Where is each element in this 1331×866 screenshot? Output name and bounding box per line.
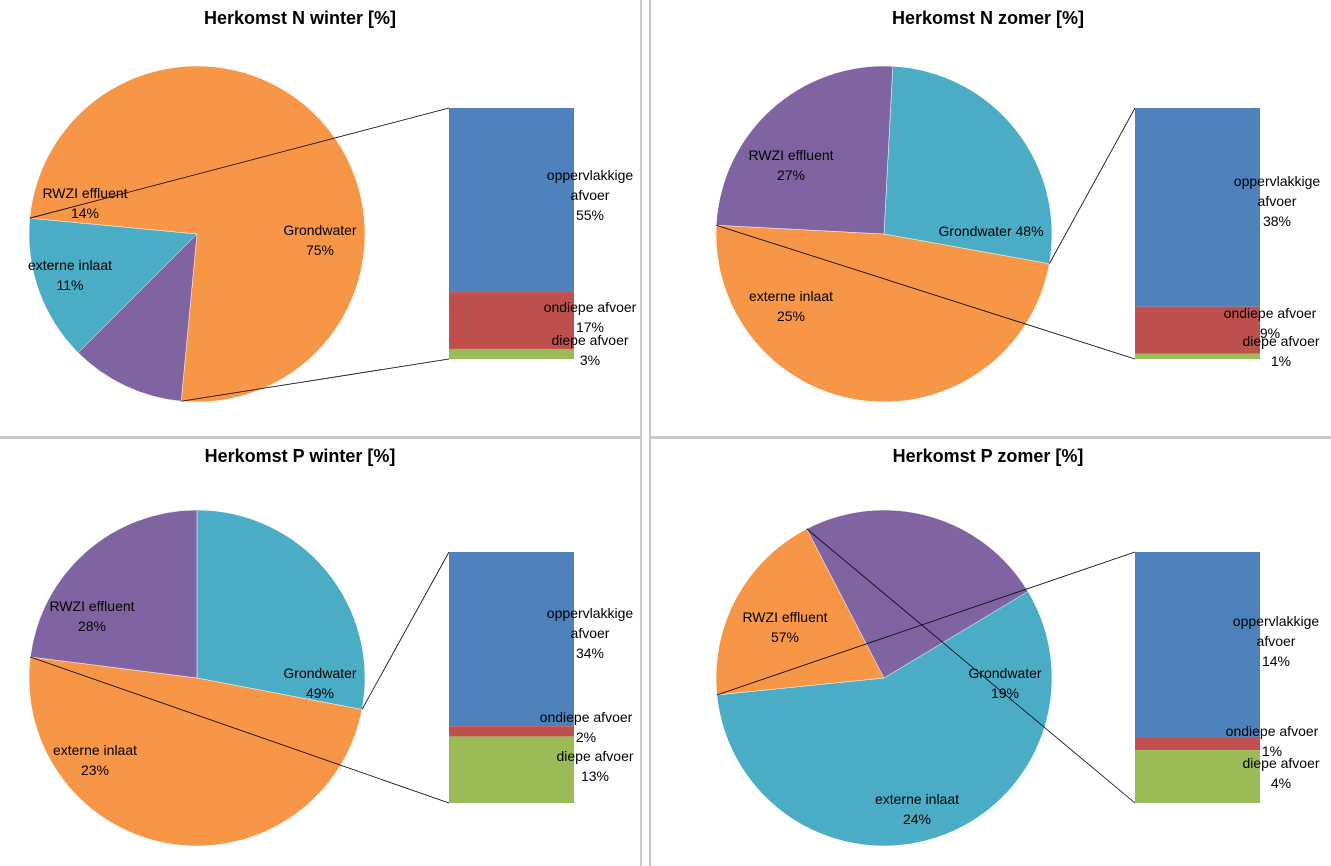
- pie-label-grondwater: Grondwater 49%: [283, 665, 356, 701]
- bar-label-diepe-afvoer: diepe afvoer 13%: [556, 748, 633, 784]
- pie-slice-rwzi-effluent: [196, 509, 366, 710]
- pie-slice-grondwater: [29, 65, 366, 403]
- bar-label-ondiepe-afvoer: ondiepe afvoer 9%: [1224, 305, 1317, 341]
- pie-slice-rwzi-effluent: [28, 217, 198, 354]
- pie-slice-grondwater: [715, 528, 885, 696]
- chart-title: Herkomst N winter [%]: [204, 8, 396, 28]
- bar-label-diepe-afvoer: diepe afvoer 4%: [1242, 755, 1319, 791]
- bar-segment-diepe-afvoer: [1135, 353, 1260, 359]
- bar-segment-oppervlakkige-afvoer: [449, 552, 574, 727]
- chart-svg: Herkomst N zomer [%] RWZI effluent 27% Gron…: [715, 8, 1321, 403]
- pie-label-rwzi-effluent: RWZI effluent 28%: [49, 598, 134, 634]
- pie-label-grondwater: Grondwater 48%: [938, 223, 1043, 239]
- horizontal-divider-right: [651, 436, 1331, 439]
- connector-line-top: [29, 107, 450, 219]
- connector-line-bottom: [806, 528, 1136, 804]
- pie-label-externe-inlaat: externe inlaat 25%: [749, 288, 833, 324]
- chart-svg: Herkomst P winter [%] RWZI effluent 28% Gro…: [28, 446, 634, 847]
- pie-slice-externe-inlaat: [77, 233, 198, 402]
- chart-title: Herkomst N zomer [%]: [892, 8, 1084, 28]
- bar-segment-oppervlakkige-afvoer: [1135, 552, 1260, 737]
- chart-panel-n-zomer: Herkomst N zomer [%] RWZI effluent 27% Gron…: [651, 0, 1331, 436]
- connector-line-top: [1048, 107, 1136, 264]
- bar-segment-diepe-afvoer: [449, 736, 574, 803]
- bar-segment-ondiepe-afvoer: [1135, 736, 1260, 751]
- bar-label-oppervlakkige-afvoer: oppervlakkige afvoer 55%: [547, 167, 634, 223]
- pie-label-grondwater: Grondwater 19%: [968, 665, 1041, 701]
- bar-label-oppervlakkige-afvoer: oppervlakkige afvoer 34%: [547, 605, 634, 661]
- bar-label-ondiepe-afvoer: ondiepe afvoer 2%: [540, 709, 633, 745]
- pie-slice-externe-inlaat: [715, 65, 894, 235]
- pie-label-grondwater: Grondwater 75%: [283, 222, 356, 258]
- pie-label-rwzi-effluent: RWZI effluent 57%: [742, 609, 827, 645]
- vertical-divider-left: [640, 0, 642, 866]
- vertical-divider-right: [649, 0, 651, 866]
- pie-label-rwzi-effluent: RWZI effluent 14%: [42, 185, 127, 221]
- bar-label-diepe-afvoer: diepe afvoer 3%: [551, 332, 628, 368]
- bar-segment-diepe-afvoer: [449, 348, 574, 359]
- bar-segment-oppervlakkige-afvoer: [449, 108, 574, 293]
- pie-slice-rwzi-effluent: [883, 65, 1053, 265]
- chart-panel-p-zomer: Herkomst P zomer [%] RWZI effluent 57% Gron…: [651, 440, 1331, 866]
- chart-title: Herkomst P zomer [%]: [893, 446, 1084, 466]
- pie-slice-externe-inlaat: [30, 509, 198, 679]
- bar-segment-oppervlakkige-afvoer: [1135, 108, 1260, 307]
- bar-segment-ondiepe-afvoer: [449, 292, 574, 349]
- connector-line-bottom: [716, 224, 1136, 360]
- bar-label-diepe-afvoer: diepe afvoer 1%: [1242, 333, 1319, 369]
- bar-label-oppervlakkige-afvoer: oppervlakkige afvoer 14%: [1233, 613, 1320, 669]
- bar-segment-ondiepe-afvoer: [449, 726, 574, 737]
- connector-line-bottom: [30, 656, 450, 804]
- connector-line-top: [361, 551, 450, 710]
- chart-svg: Herkomst N winter [%] RWZI effluent 14% Gro…: [28, 8, 637, 403]
- chart-panel-p-winter: Herkomst P winter [%] RWZI effluent 28% Gro…: [0, 440, 640, 866]
- pie-slice-grondwater: [715, 224, 1050, 403]
- bar-label-ondiepe-afvoer: ondiepe afvoer 17%: [544, 299, 637, 335]
- bar-label-ondiepe-afvoer: ondiepe afvoer 1%: [1226, 723, 1319, 759]
- chart-title: Herkomst P winter [%]: [205, 446, 396, 466]
- pie-label-externe-inlaat: externe inlaat 23%: [53, 742, 137, 778]
- pie-slice-externe-inlaat: [806, 509, 1029, 679]
- connector-line-bottom: [181, 358, 450, 402]
- connector-line-top: [716, 551, 1136, 696]
- pie-slice-rwzi-effluent: [716, 591, 1053, 847]
- pie-label-externe-inlaat: externe inlaat 11%: [28, 257, 112, 293]
- pie-slice-grondwater: [28, 656, 363, 847]
- chart-svg: Herkomst P zomer [%] RWZI effluent 57% Gron…: [715, 446, 1320, 847]
- horizontal-divider-left: [0, 436, 640, 439]
- chart-panel-n-winter: Herkomst N winter [%] RWZI effluent 14% Gro…: [0, 0, 640, 436]
- pie-label-externe-inlaat: externe inlaat 24%: [875, 791, 959, 827]
- bar-label-oppervlakkige-afvoer: oppervlakkige afvoer 38%: [1234, 173, 1321, 229]
- bar-segment-diepe-afvoer: [1135, 750, 1260, 803]
- bar-segment-ondiepe-afvoer: [1135, 306, 1260, 354]
- pie-label-rwzi-effluent: RWZI effluent 27%: [748, 147, 833, 183]
